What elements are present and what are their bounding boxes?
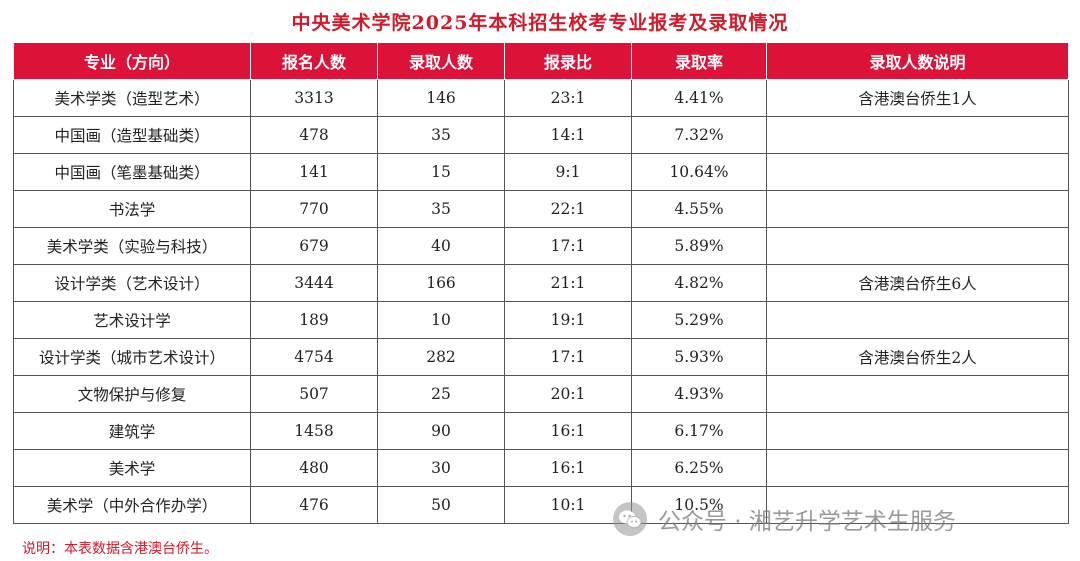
major-cell: 艺术设计学 [13, 301, 251, 339]
applicants-cell: 189 [250, 301, 378, 339]
table-row: 美术学（中外合作办学） 476 50 10:1 10.5% [13, 486, 1069, 524]
admitted-cell: 25 [377, 375, 505, 413]
rate-cell: 4.55% [631, 190, 767, 228]
table-row: 设计学类（城市艺术设计） 4754 282 17:1 5.93% 含港澳台侨生2人 [13, 338, 1069, 376]
admitted-cell: 166 [377, 264, 505, 302]
column-header-admitted: 录取人数 [377, 42, 505, 80]
admitted-cell: 90 [377, 412, 505, 450]
ratio-cell: 10:1 [504, 486, 632, 524]
major-cell: 中国画（笔墨基础类） [13, 153, 251, 191]
admission-table: 专业（方向） 报名人数 录取人数 报录比 录取率 录取人数说明 美术学类（造型艺… [13, 42, 1069, 524]
notes-cell [766, 375, 1069, 413]
major-cell: 设计学类（城市艺术设计） [13, 338, 251, 376]
column-header-ratio: 报录比 [504, 42, 632, 80]
major-cell: 书法学 [13, 190, 251, 228]
rate-cell: 4.82% [631, 264, 767, 302]
major-cell: 美术学（中外合作办学） [13, 486, 251, 524]
notes-cell [766, 301, 1069, 339]
major-cell: 美术学类（实验与科技） [13, 227, 251, 265]
applicants-cell: 1458 [250, 412, 378, 450]
applicants-cell: 476 [250, 486, 378, 524]
ratio-cell: 16:1 [504, 412, 632, 450]
ratio-cell: 23:1 [504, 79, 632, 117]
admitted-cell: 50 [377, 486, 505, 524]
admitted-cell: 35 [377, 116, 505, 154]
watermark-text: 公众号 · 湘艺升学艺术生服务 [658, 509, 956, 535]
rate-cell: 10.64% [631, 153, 767, 191]
table-row: 美术学 480 30 16:1 6.25% [13, 449, 1069, 487]
applicants-cell: 478 [250, 116, 378, 154]
table-row: 书法学 770 35 22:1 4.55% [13, 190, 1069, 228]
table-row: 建筑学 1458 90 16:1 6.17% [13, 412, 1069, 450]
notes-cell [766, 449, 1069, 487]
applicants-cell: 141 [250, 153, 378, 191]
rate-cell: 4.41% [631, 79, 767, 117]
admitted-cell: 10 [377, 301, 505, 339]
rate-cell: 6.25% [631, 449, 767, 487]
column-header-major: 专业（方向） [13, 42, 251, 80]
table-row: 美术学类（实验与科技） 679 40 17:1 5.89% [13, 227, 1069, 265]
table-row: 文物保护与修复 507 25 20:1 4.93% [13, 375, 1069, 413]
wechat-icon [613, 502, 647, 536]
table-body: 美术学类（造型艺术） 3313 146 23:1 4.41% 含港澳台侨生1人 中国画（造型… [13, 79, 1069, 524]
page-title: 中央美术学院2025年本科招生校考专业报考及录取情况 [291, 12, 789, 34]
admitted-cell: 282 [377, 338, 505, 376]
rate-cell: 5.93% [631, 338, 767, 376]
table-row: 中国画（造型基础类） 478 35 14:1 7.32% [13, 116, 1069, 154]
applicants-cell: 507 [250, 375, 378, 413]
applicants-cell: 3313 [250, 79, 378, 117]
notes-cell [766, 190, 1069, 228]
table-row: 艺术设计学 189 10 19:1 5.29% [13, 301, 1069, 339]
ratio-cell: 14:1 [504, 116, 632, 154]
admitted-cell: 40 [377, 227, 505, 265]
ratio-cell: 21:1 [504, 264, 632, 302]
rate-cell: 5.29% [631, 301, 767, 339]
admitted-cell: 146 [377, 79, 505, 117]
admitted-cell: 30 [377, 449, 505, 487]
admitted-cell: 15 [377, 153, 505, 191]
notes-cell: 含港澳台侨生2人 [766, 338, 1069, 376]
applicants-cell: 3444 [250, 264, 378, 302]
rate-cell: 6.17% [631, 412, 767, 450]
column-header-applicants: 报名人数 [250, 42, 378, 80]
major-cell: 中国画（造型基础类） [13, 116, 251, 154]
watermark: 公众号 · 湘艺升学艺术生服务 [612, 501, 956, 537]
ratio-cell: 16:1 [504, 449, 632, 487]
notes-cell [766, 116, 1069, 154]
applicants-cell: 480 [250, 449, 378, 487]
column-header-notes: 录取人数说明 [766, 42, 1069, 80]
notes-cell [766, 153, 1069, 191]
ratio-cell: 17:1 [504, 338, 632, 376]
ratio-cell: 20:1 [504, 375, 632, 413]
rate-cell: 5.89% [631, 227, 767, 265]
ratio-cell: 17:1 [504, 227, 632, 265]
notes-cell [766, 486, 1069, 524]
notes-cell [766, 227, 1069, 265]
major-cell: 设计学类（艺术设计） [13, 264, 251, 302]
major-cell: 美术学类（造型艺术） [13, 79, 251, 117]
applicants-cell: 679 [250, 227, 378, 265]
table-row: 设计学类（艺术设计） 3444 166 21:1 4.82% 含港澳台侨生6人 [13, 264, 1069, 302]
table-header-row: 专业（方向） 报名人数 录取人数 报录比 录取率 录取人数说明 [13, 42, 1069, 80]
ratio-cell: 9:1 [504, 153, 632, 191]
admitted-cell: 35 [377, 190, 505, 228]
major-cell: 美术学 [13, 449, 251, 487]
major-cell: 建筑学 [13, 412, 251, 450]
notes-cell: 含港澳台侨生1人 [766, 79, 1069, 117]
ratio-cell: 22:1 [504, 190, 632, 228]
notes-cell: 含港澳台侨生6人 [766, 264, 1069, 302]
applicants-cell: 770 [250, 190, 378, 228]
rate-cell: 7.32% [631, 116, 767, 154]
table-row: 美术学类（造型艺术） 3313 146 23:1 4.41% 含港澳台侨生1人 [13, 79, 1069, 117]
column-header-rate: 录取率 [631, 42, 767, 80]
notes-cell [766, 412, 1069, 450]
applicants-cell: 4754 [250, 338, 378, 376]
footnote: 说明：本表数据含港澳台侨生。 [22, 541, 218, 557]
ratio-cell: 19:1 [504, 301, 632, 339]
major-cell: 文物保护与修复 [13, 375, 251, 413]
table-row: 中国画（笔墨基础类） 141 15 9:1 10.64% [13, 153, 1069, 191]
rate-cell: 4.93% [631, 375, 767, 413]
